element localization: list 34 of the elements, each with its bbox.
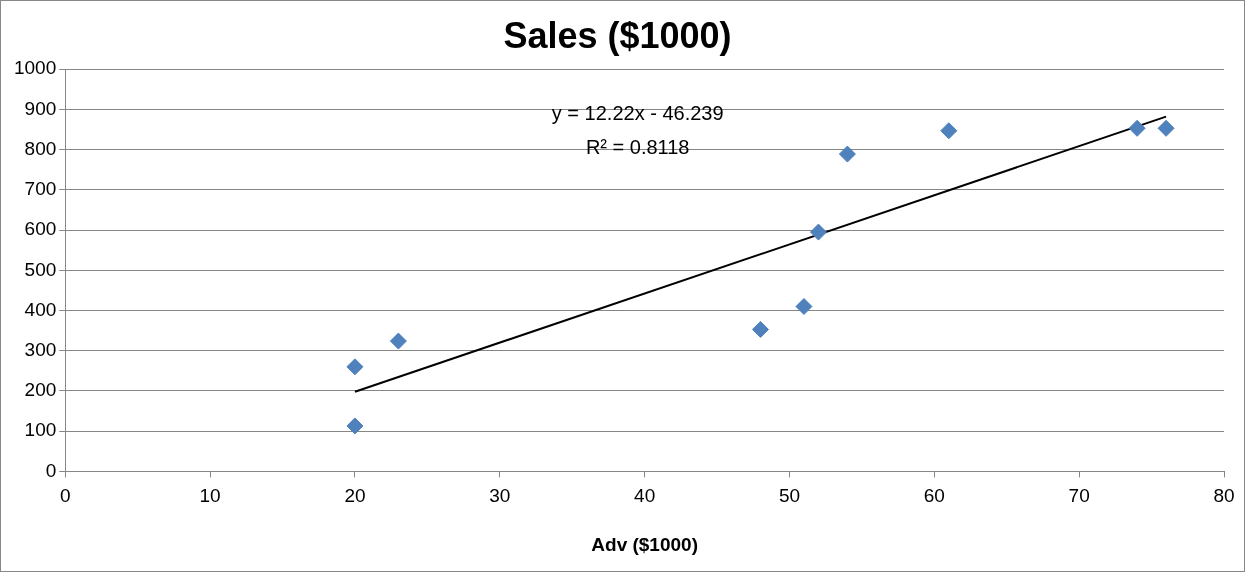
point (838, 145, 856, 163)
y-tick-label: 700 (24, 178, 57, 200)
point (940, 122, 958, 140)
point (1157, 119, 1175, 137)
y-tick-label: 0 (45, 459, 57, 481)
point (752, 320, 770, 338)
point (1128, 119, 1146, 137)
y-tick-label: 300 (24, 338, 57, 360)
point (809, 223, 827, 241)
annotation: y = 12.22x - 46.239 (551, 101, 724, 124)
x-tick-label: 70 (1068, 485, 1090, 507)
x-tick-label: 50 (778, 485, 801, 507)
y-tick-label: 900 (24, 97, 57, 119)
annotation: R² = 0.8118 (585, 135, 690, 158)
x-tick-label: 40 (634, 485, 656, 507)
x-tick-label: 10 (199, 485, 221, 507)
x-tick-label: 30 (489, 485, 511, 507)
point (346, 417, 364, 435)
x-axis-title: Adv ($1000) (591, 533, 698, 555)
y-tick-label: 200 (24, 379, 57, 401)
x-tick-label: 20 (344, 485, 366, 507)
y-tick-label: 800 (24, 137, 57, 159)
y-tick-label: 400 (24, 298, 57, 320)
chart-title: Sales ($1000) (503, 14, 732, 56)
y-tick-label: 1000 (13, 57, 57, 79)
y-tick-label: 100 (24, 419, 57, 441)
point (389, 332, 407, 350)
x-tick-label: 0 (59, 485, 71, 507)
y-tick-label: 500 (24, 258, 57, 280)
x-tick-label: 60 (923, 485, 945, 507)
point (795, 298, 813, 315)
x-tick-label: 80 (1213, 485, 1235, 507)
point (346, 358, 364, 376)
y-tick-label: 600 (24, 218, 57, 240)
